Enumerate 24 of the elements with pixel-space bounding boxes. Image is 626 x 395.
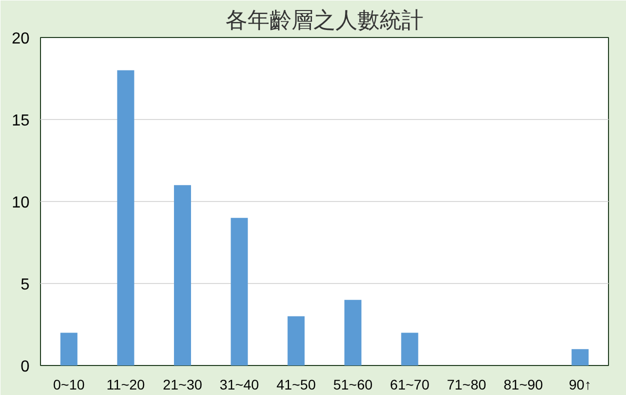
x-tick-label: 0~10 <box>53 376 85 392</box>
x-tick-label: 21~30 <box>162 376 202 392</box>
bar <box>117 70 134 366</box>
bar <box>60 332 78 366</box>
bar <box>174 185 192 366</box>
x-tick-label: 71~80 <box>446 376 486 392</box>
y-tick-label: 0 <box>20 358 30 376</box>
y-tick-label: 5 <box>20 276 30 294</box>
y-tick-label: 15 <box>12 112 30 130</box>
x-tick-label: 61~70 <box>390 376 430 392</box>
x-tick-label: 31~40 <box>220 376 260 392</box>
chart-title: 各年齡層之人數統計 <box>226 8 424 32</box>
y-tick-label: 10 <box>12 194 30 212</box>
bar <box>344 300 362 366</box>
x-tick-label: 81~90 <box>504 376 544 392</box>
bar <box>572 349 589 366</box>
bar <box>401 332 418 366</box>
x-tick-label: 90↑ <box>568 376 592 392</box>
x-tick-label: 41~50 <box>276 376 316 392</box>
x-tick-label: 11~20 <box>106 376 146 392</box>
bar <box>230 218 248 366</box>
bar <box>288 316 305 366</box>
x-tick-label: 51~60 <box>333 376 373 392</box>
y-tick-label: 20 <box>12 30 30 48</box>
